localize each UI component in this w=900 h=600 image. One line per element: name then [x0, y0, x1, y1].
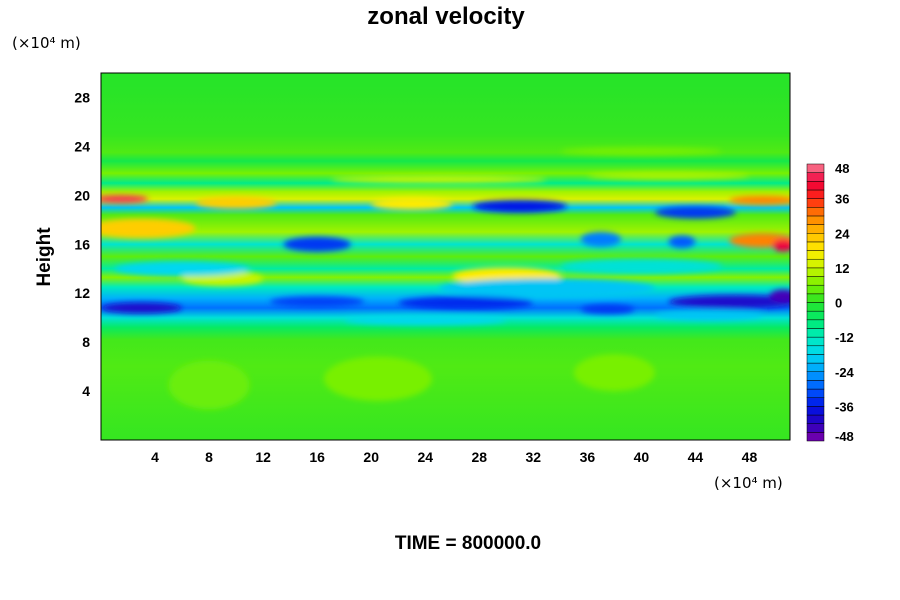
colorbar-segment: [806, 207, 825, 217]
velocity-feature: [398, 296, 534, 310]
colorbar-segment: [806, 354, 825, 364]
colorbar-segment: [806, 181, 825, 191]
x-tick-label: 24: [417, 449, 433, 465]
colorbar-segment: [806, 371, 825, 381]
velocity-feature: [101, 302, 183, 314]
x-tick-label: 4: [151, 449, 159, 465]
x-axis-unit: (×10⁴ m): [714, 474, 783, 492]
colorbar-tick-label: 36: [835, 192, 849, 207]
colorbar-tick-label: -24: [835, 365, 855, 380]
velocity-feature: [283, 236, 351, 252]
plot-frame: [100, 72, 791, 441]
y-axis-unit: (×10⁴ m): [12, 34, 81, 52]
x-tick-label: 12: [255, 449, 271, 465]
colorbar-segment: [806, 319, 825, 329]
velocity-feature: [668, 235, 696, 248]
x-tick-label: 36: [580, 449, 596, 465]
colorbar-segment: [806, 293, 825, 303]
velocity-feature: [668, 295, 790, 309]
y-tick-label: 24: [74, 138, 90, 154]
velocity-feature: [371, 197, 453, 211]
y-tick-label: 16: [74, 236, 90, 252]
colorbar-segment: [806, 241, 825, 251]
velocity-feature: [438, 278, 655, 299]
colorbar-segment: [806, 414, 825, 424]
velocity-feature: [269, 296, 365, 308]
velocity-feature: [654, 310, 763, 321]
colorbar: 48 36 24 12 0 -12 -24 -36 -48: [806, 161, 855, 444]
colorbar-segment: [806, 423, 825, 433]
velocity-field: [101, 73, 790, 440]
x-tick-label: 44: [688, 449, 704, 465]
velocity-feature: [573, 354, 655, 392]
colorbar-tick-label: 24: [835, 226, 850, 241]
colorbar-tick-label: -48: [835, 429, 854, 444]
colorbar-tick-label: 48: [835, 161, 849, 176]
colorbar-segment: [806, 432, 825, 442]
x-tick-label: 16: [309, 449, 325, 465]
colorbar-segment: [806, 267, 825, 277]
velocity-feature: [654, 206, 736, 219]
velocity-feature: [472, 200, 568, 213]
velocity-feature: [769, 289, 790, 302]
time-label: TIME = 800000.0: [395, 533, 541, 554]
colorbar-tick-label: -36: [835, 399, 854, 414]
colorbar-segment: [806, 215, 825, 225]
x-tick-label: 28: [471, 449, 487, 465]
colorbar-segment: [806, 336, 825, 347]
velocity-feature: [168, 360, 250, 410]
velocity-feature: [101, 218, 196, 239]
x-tick-label: 8: [205, 449, 213, 465]
x-tick-label: 20: [363, 449, 379, 465]
velocity-feature: [344, 315, 507, 326]
colorbar-segment: [806, 310, 825, 321]
velocity-feature: [772, 239, 790, 252]
colorbar-segment: [806, 284, 825, 295]
colorbar-tick-label: -12: [835, 330, 854, 345]
colorbar-segment: [806, 328, 825, 338]
colorbar-tick-label: 0: [835, 296, 842, 311]
velocity-feature: [560, 258, 723, 274]
y-axis-ticks: 4 8 12 16 20 24 28: [74, 89, 90, 399]
colorbar-tick-label: 12: [835, 261, 849, 276]
velocity-feature: [560, 147, 723, 155]
colorbar-segment: [806, 224, 825, 234]
x-tick-label: 32: [526, 449, 542, 465]
velocity-feature: [114, 261, 250, 277]
colorbar-segment: [806, 345, 825, 355]
colorbar-segment: [806, 276, 825, 286]
colorbar-segment: [806, 250, 825, 260]
x-tick-label: 40: [634, 449, 650, 465]
y-tick-label: 4: [82, 383, 90, 399]
x-tick-label: 48: [742, 449, 758, 465]
colorbar-segment: [806, 198, 825, 208]
velocity-feature: [330, 175, 547, 184]
colorbar-segment: [806, 397, 825, 407]
colorbar-segment: [806, 362, 825, 372]
y-tick-label: 12: [74, 285, 90, 301]
y-tick-label: 20: [74, 187, 90, 203]
colorbar-segment: [806, 258, 825, 269]
y-tick-label: 28: [74, 89, 90, 105]
velocity-feature: [101, 195, 149, 203]
x-axis-ticks: 4 8 12 16 20 24 28 32 36 40 44 48: [151, 449, 757, 465]
colorbar-segment: [806, 388, 825, 398]
colorbar-segment: [806, 380, 825, 390]
y-tick-label: 8: [82, 334, 90, 350]
velocity-feature: [729, 195, 790, 205]
velocity-feature: [587, 172, 750, 180]
colorbar-segment: [806, 233, 825, 243]
velocity-feature: [323, 356, 432, 401]
colorbar-segment: [806, 189, 825, 199]
colorbar-segment: [806, 163, 825, 173]
colorbar-segment: [806, 406, 825, 416]
velocity-feature: [580, 304, 635, 314]
velocity-feature: [195, 196, 277, 209]
colorbar-segment: [806, 302, 825, 312]
colorbar-segment: [806, 172, 825, 182]
y-axis-label: Height: [34, 227, 55, 287]
velocity-feature: [580, 232, 622, 247]
chart-title: zonal velocity: [367, 3, 525, 30]
